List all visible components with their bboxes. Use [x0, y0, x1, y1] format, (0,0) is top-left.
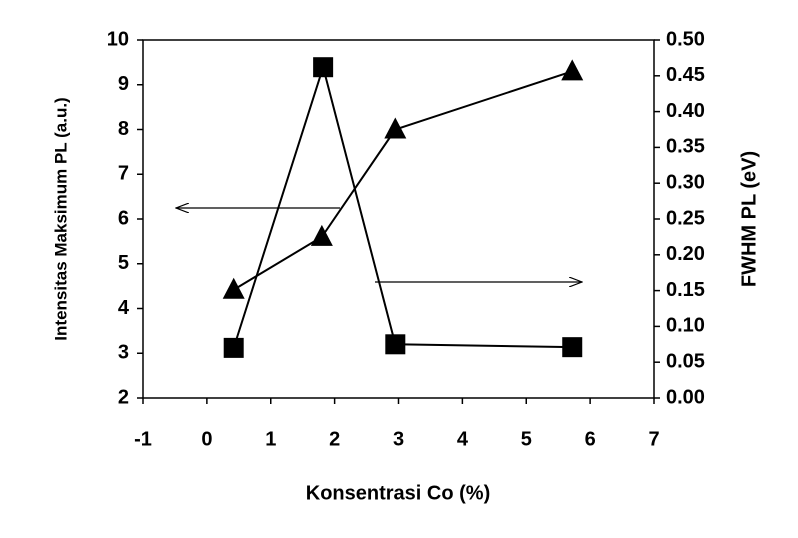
y2-tick-label: 0.10 [666, 315, 705, 337]
x-tick-label: 3 [393, 428, 404, 450]
x-tick-label: -1 [134, 428, 152, 450]
series-line [233, 70, 573, 291]
x-tick-label: 4 [457, 428, 469, 450]
square-marker [313, 57, 334, 78]
square-marker [385, 334, 406, 355]
x-tick-label: 7 [648, 428, 659, 450]
square-marker [562, 337, 583, 358]
square-marker [223, 337, 244, 358]
y-tick-label: 9 [118, 73, 129, 95]
y-tick-label: 5 [118, 252, 129, 274]
y-tick-label: 10 [107, 28, 129, 50]
y2-tick-label: 0.30 [666, 171, 705, 193]
x-axis-title: Konsentrasi Co (%) [306, 482, 490, 504]
y-tick-label: 8 [118, 118, 129, 140]
x-tick-label: 1 [265, 428, 276, 450]
y-tick-label: 3 [118, 342, 129, 364]
triangle-marker [222, 277, 245, 299]
y2-tick-label: 0.40 [666, 100, 705, 122]
y2-tick-label: 0.45 [666, 64, 705, 86]
y-axis-title: Intensitas Maksimum PL (a.u.) [51, 97, 70, 340]
x-tick-label: 6 [585, 428, 596, 450]
series-line [232, 63, 573, 349]
y2-tick-label: 0.00 [666, 386, 705, 408]
y2-axis-title: FWHM PL (eV) [738, 151, 760, 287]
triangle-marker [310, 224, 333, 246]
triangle-marker [561, 59, 584, 81]
y-tick-label: 2 [118, 386, 129, 408]
y2-tick-label: 0.50 [666, 28, 705, 50]
y2-tick-label: 0.20 [666, 243, 705, 265]
x-tick-label: 0 [201, 428, 212, 450]
y-tick-label: 4 [118, 297, 130, 319]
x-tick-label: 5 [521, 428, 532, 450]
triangle-marker [384, 117, 407, 139]
y-tick-label: 7 [118, 163, 129, 185]
y2-tick-label: 0.25 [666, 207, 705, 229]
y2-tick-label: 0.15 [666, 279, 705, 301]
y2-tick-label: 0.35 [666, 136, 705, 158]
y-tick-label: 6 [118, 207, 129, 229]
x-tick-label: 2 [329, 428, 340, 450]
y2-tick-label: 0.05 [666, 350, 705, 372]
